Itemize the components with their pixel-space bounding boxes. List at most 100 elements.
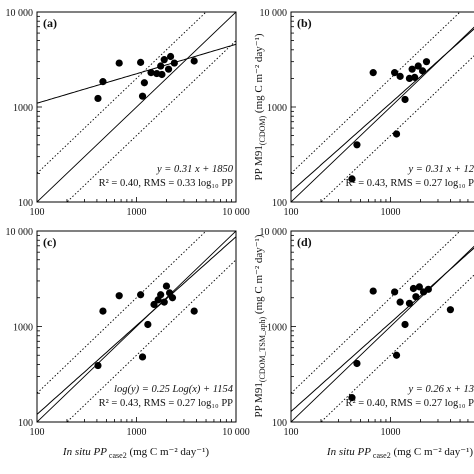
data-point <box>190 57 198 65</box>
y-tick-label: 100 <box>272 198 287 209</box>
regression-line <box>37 43 236 104</box>
y-axis-title: PP M91(CDOM_TSM_aph) (mg C m⁻² day⁻¹) <box>253 234 267 417</box>
fit-equation: y = 0.31 x + 12 <box>408 164 474 175</box>
data-point <box>94 361 102 370</box>
data-point <box>353 359 361 368</box>
panel-label: (b) <box>297 16 312 30</box>
data-point <box>401 95 409 104</box>
y-tick-label: 10 000 <box>260 8 288 19</box>
data-point <box>396 298 404 306</box>
data-point <box>422 58 431 66</box>
regression-line <box>291 28 474 192</box>
x-tick-label: 10 000 <box>222 427 250 438</box>
data-point <box>408 65 416 73</box>
regression-line <box>37 236 236 415</box>
data-point <box>99 78 107 86</box>
fit-stats: R² = 0.40, RMS = 0.27 log₁₀ P <box>345 398 474 409</box>
data-point <box>424 285 432 293</box>
x-tick-label: 100 <box>30 427 45 438</box>
one-to-one-line <box>291 26 474 202</box>
data-point <box>144 320 152 329</box>
panel-label: (a) <box>43 16 57 30</box>
data-point <box>138 92 147 100</box>
fit-stats: R² = 0.43, RMS = 0.27 log₁₀ PP <box>99 398 234 409</box>
y-tick-label: 10 000 <box>6 227 34 238</box>
data-point <box>99 307 107 315</box>
x-tick-label: 100 <box>284 427 299 438</box>
data-point <box>353 141 361 149</box>
lower-bound-line <box>66 259 236 422</box>
data-point <box>396 72 404 80</box>
panel-c: (c) 100 1000 10 000 100 1000 10 000 log(y) = 0.… <box>6 227 250 438</box>
data-point <box>157 291 165 299</box>
figure-labels: PP M91(CDOM) (mg C m⁻² day⁻¹) PP M91(CDOM… <box>62 33 473 460</box>
data-point <box>157 62 165 70</box>
data-point <box>415 283 423 291</box>
y-tick-label: 100 <box>272 418 287 429</box>
data-point <box>140 79 148 87</box>
y-tick-label: 100 <box>18 418 33 429</box>
x-tick-label: 100 <box>30 207 45 218</box>
y-tick-label: 1000 <box>267 323 287 334</box>
data-point <box>392 351 401 359</box>
data-point <box>409 284 418 293</box>
data-point <box>418 67 427 75</box>
data-point <box>168 294 177 302</box>
data-point <box>138 353 147 361</box>
data-point <box>150 300 158 309</box>
data-point <box>137 291 145 299</box>
regression-line <box>291 247 474 412</box>
data-point <box>94 94 102 103</box>
upper-bound-line <box>291 231 461 394</box>
upper-bound-line <box>37 231 207 394</box>
y-tick-label: 1000 <box>13 323 33 334</box>
data-point <box>391 69 399 77</box>
x-axis-title: In situ PP case2 (mg C m⁻² day⁻¹) <box>326 446 473 460</box>
data-point <box>348 394 356 402</box>
x-tick-label: 1000 <box>127 207 147 218</box>
data-point <box>166 52 175 61</box>
fit-equation: y = 0.31 x + 1850 <box>156 164 234 175</box>
data-point <box>164 65 173 73</box>
fit-equation: y = 0.26 x + 13 <box>408 384 474 395</box>
y-tick-label: 10 000 <box>6 8 34 19</box>
x-axis-title: In situ PP case2 (mg C m⁻² day⁻¹) <box>62 446 209 460</box>
y-tick-label: 1000 <box>13 103 33 114</box>
lower-bound-line <box>320 55 474 202</box>
data-point <box>414 62 422 70</box>
data-point <box>446 306 455 314</box>
data-point <box>392 130 401 138</box>
data-point <box>348 175 356 183</box>
y-tick-label: 100 <box>18 198 33 209</box>
data-point <box>160 298 168 306</box>
x-tick-label: 100 <box>284 207 299 218</box>
x-tick-label: 1000 <box>381 427 401 438</box>
panel-b: (b) 100 1000 10 000 100 1000 y = 0.31 x + 12 R²… <box>260 8 474 218</box>
x-tick-label: 1000 <box>381 207 401 218</box>
x-tick-label: 10 000 <box>222 207 250 218</box>
data-point <box>411 73 419 81</box>
fit-stats: R² = 0.40, RMS = 0.33 log₁₀ PP <box>99 178 234 189</box>
panel-label: (c) <box>43 235 56 249</box>
data-point <box>190 307 198 315</box>
data-point <box>115 292 123 300</box>
data-point <box>405 299 414 307</box>
data-point <box>412 293 420 301</box>
data-point <box>369 287 377 295</box>
data-point <box>391 288 399 296</box>
one-to-one-line <box>37 12 236 202</box>
data-point <box>369 69 377 77</box>
data-point <box>160 56 168 64</box>
data-point <box>162 282 171 290</box>
panel-a: (a) 100 1000 10 000 100 1000 10 000 y = 0.31 x … <box>6 8 250 218</box>
x-tick-label: 1000 <box>127 427 147 438</box>
panel-d: (d) 100 1000 10 000 100 1000 y = 0.26 x + 13 R²… <box>260 227 474 438</box>
y-axis-title: PP M91(CDOM) (mg C m⁻² day⁻¹) <box>253 33 267 180</box>
data-point <box>170 59 178 67</box>
data-point <box>158 70 166 79</box>
one-to-one-line <box>37 231 236 422</box>
fit-stats: R² = 0.43, RMS = 0.27 log₁₀ P <box>345 178 474 189</box>
y-tick-label: 1000 <box>267 103 287 114</box>
fit-equation: log(y) = 0.25 Log(x) + 1154 <box>114 384 234 395</box>
